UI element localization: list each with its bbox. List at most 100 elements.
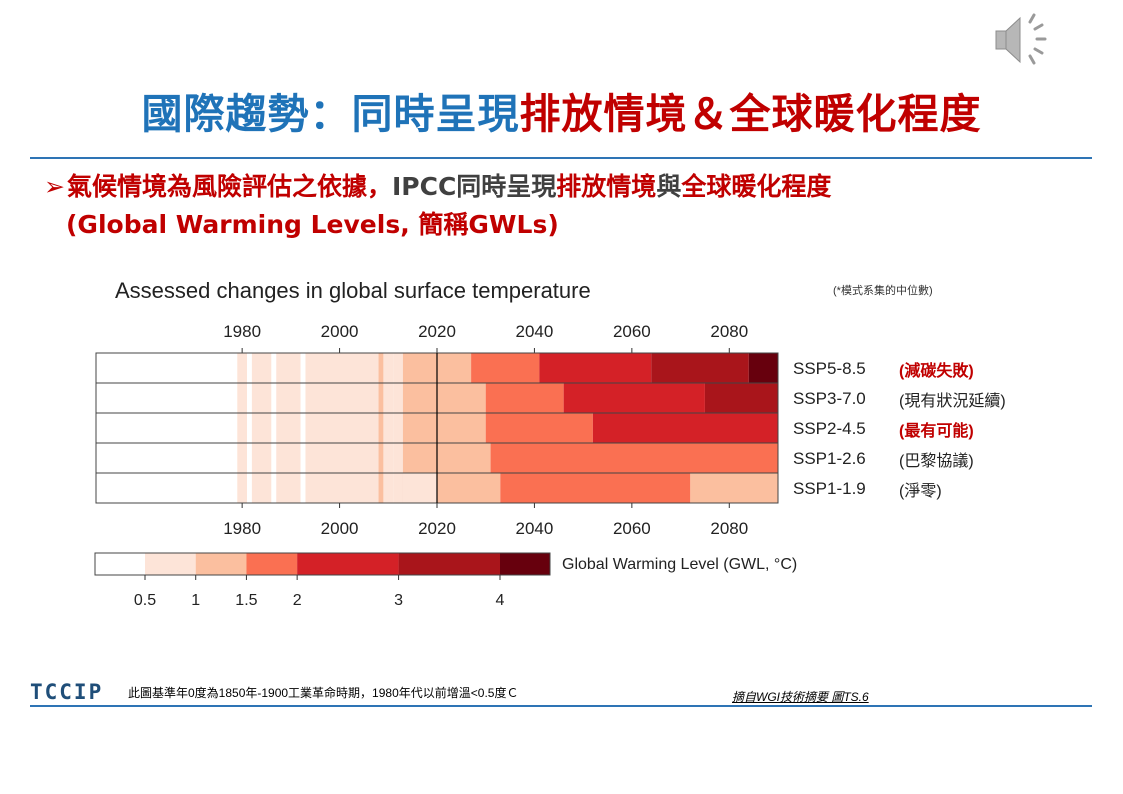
historical-segment [276, 413, 301, 443]
historical-segment [383, 353, 394, 383]
scenario-rows [95, 352, 779, 504]
historical-segment [300, 383, 306, 413]
scenario-note: (減碳失敗) [899, 361, 974, 380]
tccip-logo: TCCIP [30, 680, 104, 704]
historical-segment [300, 413, 306, 443]
historical-segment [237, 383, 248, 413]
scenario-note: (現有狀況延續) [899, 392, 1006, 410]
historical-segment [237, 443, 248, 473]
axis-tick-label: 2000 [321, 322, 359, 341]
scenario-segment [748, 353, 778, 383]
gwl-legend: 0.5 1 1.5 2 3 4 Global Warming Level (GWL, °C) [94, 552, 797, 609]
historical-segment [378, 383, 384, 413]
axis-tick-label: 2000 [321, 519, 359, 538]
historical-segment [237, 353, 248, 383]
scenario-segment [690, 473, 778, 503]
historical-segment [247, 353, 252, 383]
historical-segment [251, 353, 272, 383]
historical-segment [300, 473, 306, 503]
scenario-note: (淨零) [899, 482, 942, 500]
bullet-arrow-icon: ➢ [44, 172, 65, 201]
historical-segment [251, 443, 272, 473]
scenario-name: SSP3-7.0 [793, 389, 866, 408]
historical-segment [402, 353, 437, 383]
historical-segment [383, 473, 394, 503]
chart-title: Assessed changes in global surface tempe… [115, 278, 591, 303]
scenario-name: SSP5-8.5 [793, 359, 866, 378]
legend-swatch [398, 553, 500, 575]
historical-segment [276, 353, 301, 383]
scenario-segment [490, 443, 778, 473]
axis-tick-label: 1980 [223, 519, 261, 538]
historical-segment [393, 473, 403, 503]
scenario-segment [471, 353, 540, 383]
historical-segment [247, 383, 252, 413]
axis-tick-label: 2040 [516, 519, 554, 538]
historical-segment [300, 353, 306, 383]
historical-segment [271, 383, 277, 413]
scenario-segment [485, 383, 564, 413]
historical-segment [305, 443, 379, 473]
source-citation[interactable]: 摘自WGI技術摘要 圖TS.6 [732, 690, 869, 704]
bullet-part-3: 排放情境 [556, 172, 657, 201]
legend-tick-label: 0.5 [134, 592, 156, 609]
bullet-part-4: 與 [656, 172, 682, 201]
slide-title: 國際趨勢：同時呈現排放情境＆全球暖化程度 [0, 88, 1123, 140]
legend-tick-label: 3 [394, 592, 403, 609]
historical-segment [247, 443, 252, 473]
axis-tick-label: 2020 [418, 322, 456, 341]
speaker-icon[interactable] [990, 8, 1062, 72]
historical-segment [378, 473, 384, 503]
historical-segment [393, 413, 403, 443]
historical-segment [305, 473, 379, 503]
scenario-segment [437, 473, 501, 503]
scenario-note: (最有可能) [899, 421, 974, 440]
legend-tick-label: 2 [293, 592, 302, 609]
historical-segment [96, 353, 238, 383]
historical-segment [96, 473, 238, 503]
legend-tick-label: 1.5 [235, 592, 257, 609]
historical-segment [247, 413, 252, 443]
historical-segment [96, 383, 238, 413]
axis-tick-label: 2060 [613, 322, 651, 341]
legend-tick-label: 1 [191, 592, 200, 609]
historical-segment [247, 473, 252, 503]
historical-segment [271, 353, 277, 383]
legend-swatch [246, 553, 298, 575]
historical-segment [237, 413, 248, 443]
historical-segment [378, 353, 384, 383]
historical-segment [251, 383, 272, 413]
legend-swatch [297, 553, 399, 575]
historical-segment [393, 383, 403, 413]
legend-swatch [195, 553, 247, 575]
scenario-name: SSP2-4.5 [793, 419, 866, 438]
bottom-axis: 1980 2000 2020 2040 2060 2080 [223, 503, 748, 538]
axis-tick-label: 2040 [516, 322, 554, 341]
legend-swatch [95, 553, 145, 575]
bullet-line-2: (Global Warming Levels, 簡稱GWLs) [66, 210, 559, 239]
scenario-note: (巴黎協議) [899, 452, 974, 470]
bullet-part-2: IPCC同時呈現 [391, 172, 557, 201]
top-axis: 1980 2000 2020 2040 2060 2080 [223, 322, 748, 353]
bullet-text: ➢氣候情境為風險評估之依據，IPCC同時呈現排放情境與全球暖化程度 (Globa… [44, 168, 1104, 244]
axis-tick-label: 2020 [418, 519, 456, 538]
bullet-part-5: 全球暖化程度 [681, 172, 832, 201]
axis-tick-label: 2060 [613, 519, 651, 538]
scenario-name: SSP1-2.6 [793, 449, 866, 468]
historical-segment [305, 413, 379, 443]
footer-divider [30, 705, 1092, 707]
historical-segment [378, 413, 384, 443]
axis-tick-label: 2080 [710, 519, 748, 538]
historical-segment [378, 443, 384, 473]
historical-segment [276, 473, 301, 503]
scenario-segment [592, 413, 778, 443]
historical-segment [305, 353, 379, 383]
gwl-chart: Assessed changes in global surface tempe… [94, 278, 1006, 609]
historical-segment [251, 473, 272, 503]
historical-segment [300, 443, 306, 473]
scenario-segment [500, 473, 691, 503]
legend-tick-label: 4 [496, 592, 505, 609]
legend-border [94, 552, 551, 576]
scenario-segment [485, 413, 593, 443]
bullet-part-1: 氣候情境為風險評估之依據， [66, 172, 392, 201]
